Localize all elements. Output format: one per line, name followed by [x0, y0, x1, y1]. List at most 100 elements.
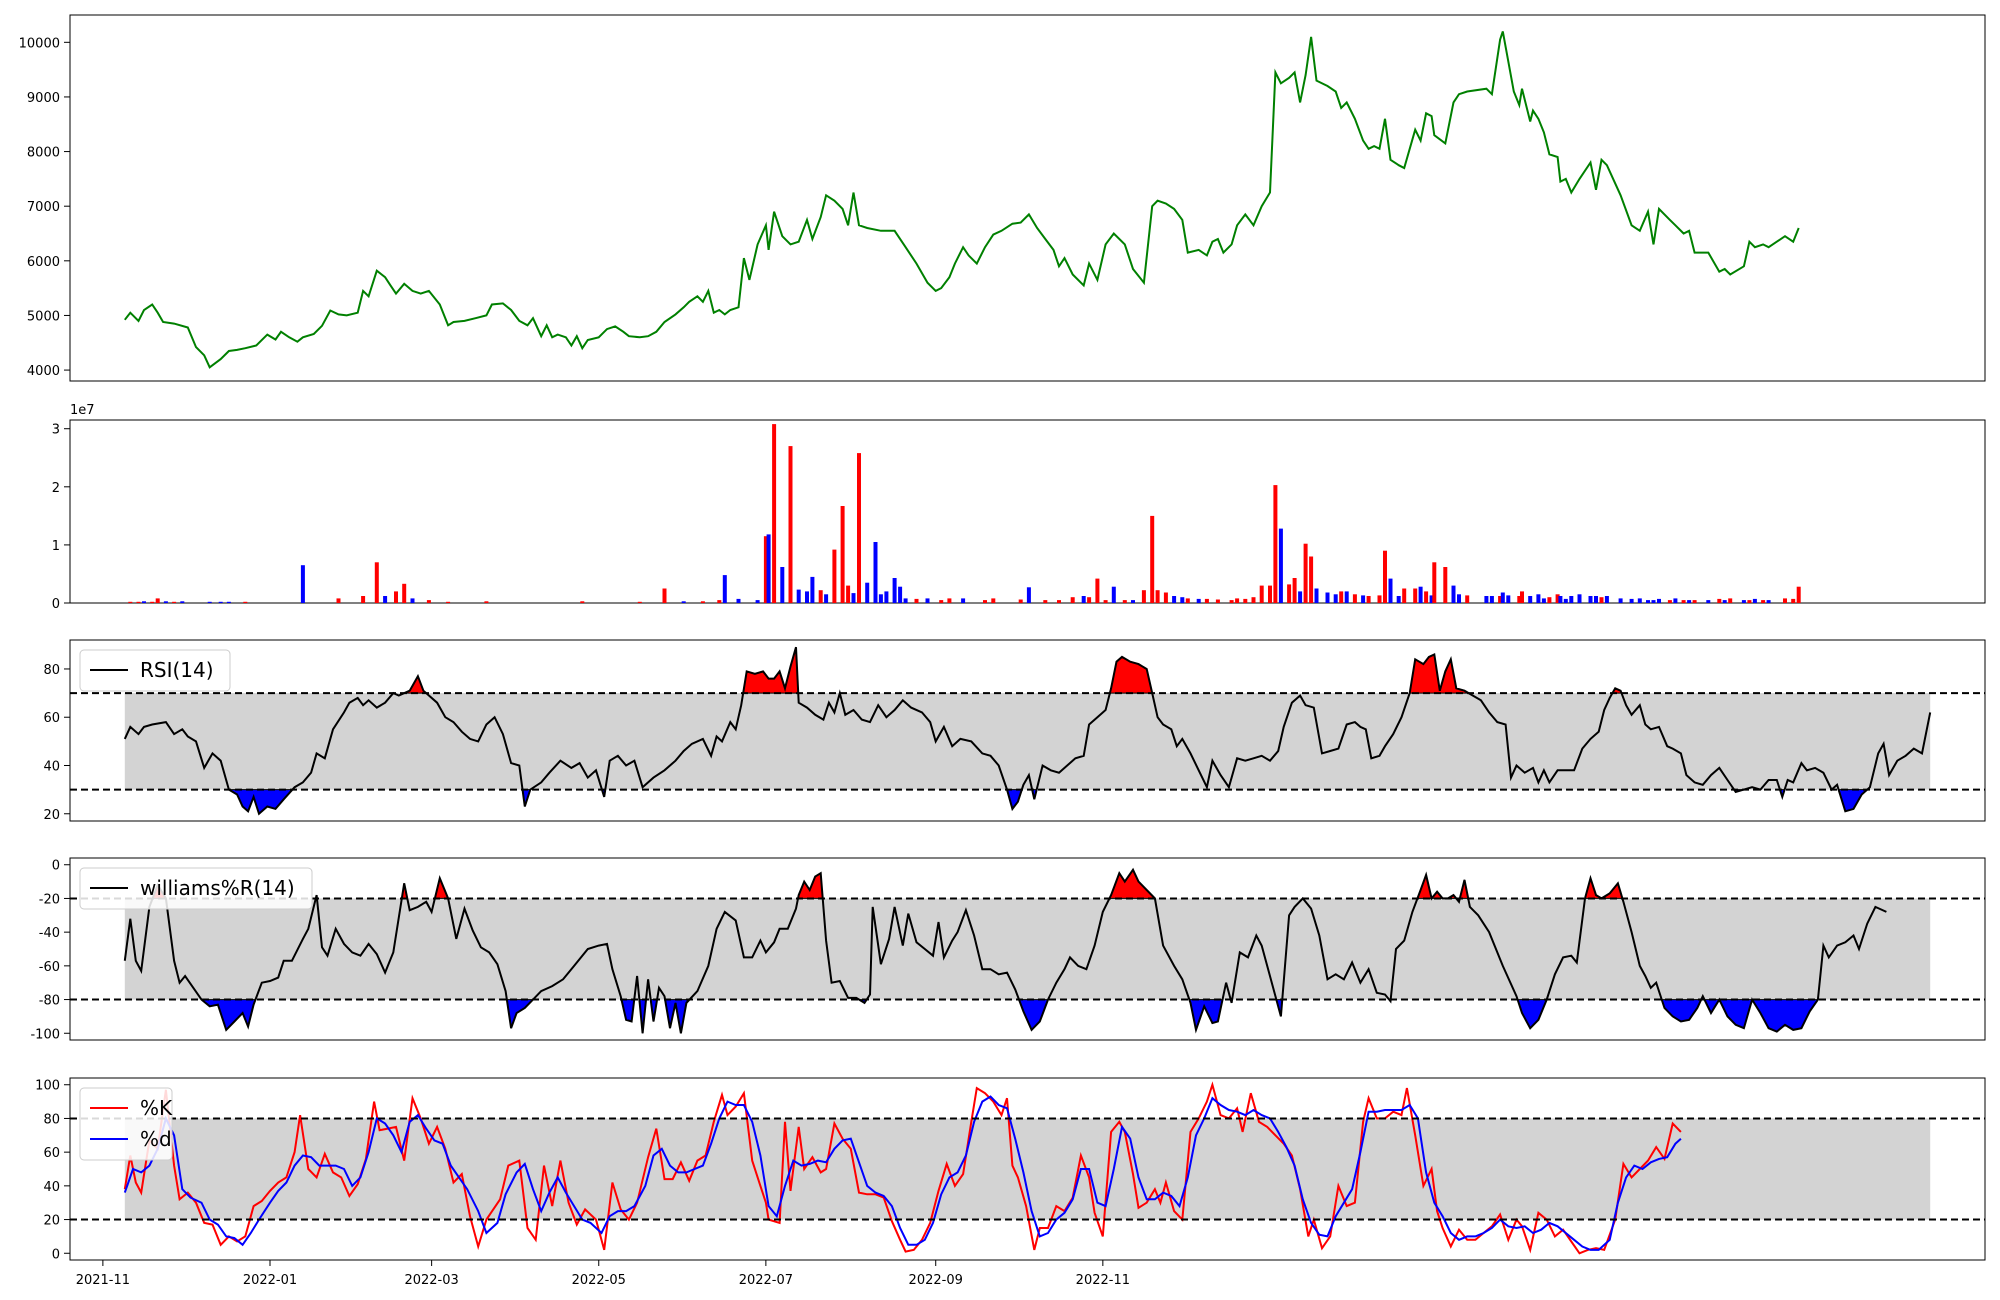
volume-bar: [1791, 598, 1796, 603]
volume-bar: [150, 601, 155, 603]
volume-bar: [796, 589, 801, 603]
volume-bar: [1131, 600, 1135, 603]
volume-bar: [155, 598, 160, 603]
volume-bar: [218, 601, 223, 603]
volume-bar: [1043, 600, 1048, 603]
volume-bar: [1569, 596, 1574, 603]
panel-frame: [69, 14, 1986, 382]
y-tick-label: 60: [43, 1146, 60, 1161]
panel-frame: [69, 639, 1986, 822]
volume-bar: [1717, 598, 1722, 603]
y-tick-label: 80: [43, 663, 60, 678]
volume-bar: [947, 598, 952, 603]
volume-bar: [1536, 594, 1541, 603]
y-tick-label: 20: [43, 808, 60, 823]
volume-bar: [1563, 598, 1568, 603]
volume-bar: [580, 601, 585, 603]
x-tick-label: 2022-05: [572, 1273, 626, 1288]
x-tick-label: 2022-11: [1076, 1273, 1130, 1288]
volume-bar: [1026, 587, 1031, 603]
volume-bar: [402, 583, 407, 603]
-d-line: [123, 1095, 1682, 1251]
x-tick-label: 2022-01: [243, 1273, 297, 1288]
volume-bar: [394, 591, 398, 603]
volume-bar: [1547, 597, 1552, 603]
volume-bar: [1383, 550, 1387, 603]
volume-bar: [1517, 596, 1522, 603]
legend-label: RSI(14): [140, 658, 214, 682]
volume-bar: [1251, 597, 1256, 603]
volume-bar: [1541, 598, 1546, 603]
volume-bar: [1692, 600, 1697, 603]
volume-bar: [1588, 596, 1593, 603]
volume-bar: [846, 585, 851, 603]
volume-bar: [662, 588, 667, 603]
volume-bar: [1309, 556, 1314, 603]
volume-bar: [1172, 596, 1177, 603]
volume-bar: [1344, 591, 1349, 603]
y-tick-label: 60: [43, 711, 60, 726]
volume-bar: [717, 600, 722, 603]
volume-bar: [180, 601, 185, 603]
volume-bar: [939, 600, 944, 603]
volume-bar: [383, 596, 388, 603]
volume-bar: [426, 600, 431, 603]
y-tick-label: 4000: [27, 364, 60, 379]
volume-bar: [1122, 600, 1127, 603]
volume-bar: [1413, 588, 1418, 603]
y-tick-label: 20: [43, 1214, 60, 1229]
volume-bar: [736, 598, 741, 603]
volume-bar: [818, 590, 823, 603]
neutral-band: [124, 1118, 1931, 1220]
volume-bar: [840, 506, 845, 603]
volume-bar: [1766, 600, 1771, 603]
volume-bar: [300, 565, 305, 603]
volume-bar: [1741, 600, 1746, 603]
volume-bar: [374, 562, 379, 603]
volume-bar: [1484, 596, 1489, 603]
volume-bar: [410, 598, 415, 603]
volume-bar: [1418, 586, 1423, 603]
volume-bar: [1629, 598, 1634, 603]
volume-bar: [832, 549, 837, 603]
volume-bar: [1673, 598, 1678, 603]
volume-bar: [1651, 600, 1656, 603]
volume-bar: [1796, 586, 1801, 603]
legend-label: %d: [140, 1127, 172, 1151]
volume-bar: [1424, 591, 1429, 603]
volume-bar: [1465, 595, 1470, 603]
neutral-band: [124, 898, 1931, 1000]
y-tick-label: -20: [39, 892, 60, 907]
y-tick-label: -40: [39, 926, 60, 941]
volume-bar: [1081, 596, 1086, 603]
volume-bar: [1087, 597, 1092, 603]
volume-bar: [1451, 585, 1456, 603]
y-tick-label: -100: [30, 1027, 60, 1042]
volume-bar: [1018, 599, 1023, 603]
volume-bar: [865, 582, 870, 603]
y-tick-label: 6000: [27, 255, 60, 270]
williams-r-panel: 0 -20 -40 -60 -80 -100 williams%R(14): [30, 857, 1986, 1042]
volume-bar: [1604, 596, 1609, 603]
volume-bar: [878, 594, 883, 603]
legend-label: %K: [140, 1096, 173, 1120]
y-tick-label: 8000: [27, 146, 60, 161]
volume-bar: [700, 601, 705, 603]
volume-bar: [446, 601, 451, 603]
volume-bar: [1500, 592, 1505, 603]
volume-bar: [1278, 528, 1283, 603]
volume-bar: [1361, 595, 1366, 603]
y-tick-label: 0: [52, 597, 60, 612]
volume-bar: [1070, 597, 1075, 603]
volume-bar: [805, 591, 809, 603]
legend-box: [79, 1087, 173, 1161]
overbought-fill: [1416, 873, 1458, 900]
volume-bar: [1528, 596, 1533, 603]
volume-bar: [1333, 594, 1338, 603]
volume-bar: [1429, 595, 1434, 603]
y-tick-label: 7000: [27, 200, 60, 215]
volume-bar: [1432, 562, 1437, 603]
volume-bar: [1111, 586, 1116, 603]
volume-bar: [1180, 597, 1185, 603]
